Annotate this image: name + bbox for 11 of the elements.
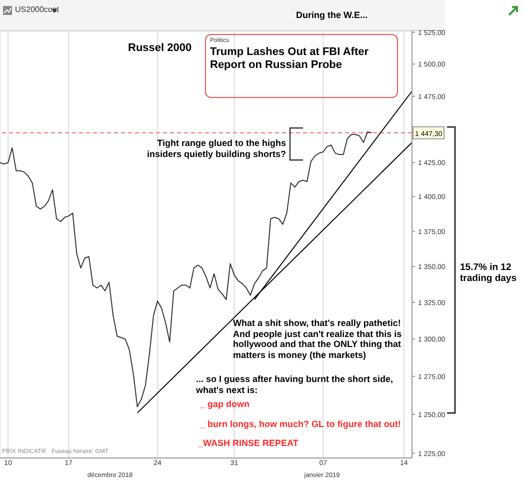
- annotation: _ burn longs, how much? GL to figure that out!: [200, 419, 402, 430]
- annotation: Tight range glued to the highs insiders quietly building shorts?: [146, 138, 286, 160]
- text: During the W.E...: [296, 10, 368, 21]
- chart-title: US2000cont: [15, 5, 60, 14]
- annotation: Russel 2000: [128, 42, 193, 55]
- annotation: _WASH RINSE REPEAT: [198, 438, 300, 449]
- annotation: What a shit show, that's really pathetic! And people just can't realize that this is hollywood and that the ONLY thing that matters is money (the markets): [233, 318, 403, 360]
- annotation: ... so I guess after having burnt the short side, what's next is:: [196, 374, 394, 396]
- annotation: _ gap down: [200, 399, 250, 410]
- text: 15.7% in 12 trading days: [460, 262, 518, 284]
- annotation: Trump Lashes Out at FBI After Report on Russian Probe: [210, 46, 370, 72]
